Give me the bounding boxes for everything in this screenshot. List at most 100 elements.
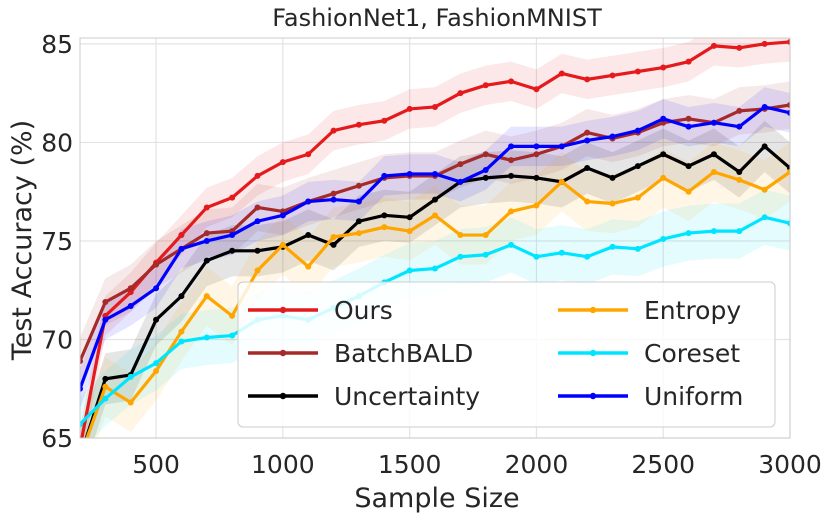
legend-item-entropy: Entropy xyxy=(558,296,741,325)
point-uniform xyxy=(508,143,515,150)
point-ours xyxy=(279,159,286,166)
point-entropy xyxy=(381,224,388,231)
point-uniform xyxy=(787,109,790,116)
point-batchbald xyxy=(127,285,134,292)
point-uncertainty xyxy=(203,257,210,264)
point-ours xyxy=(558,70,565,77)
point-ours xyxy=(482,82,489,89)
series-ours xyxy=(77,38,790,451)
point-coreset xyxy=(533,253,540,260)
plot-area xyxy=(77,37,791,461)
point-uncertainty xyxy=(102,375,109,382)
legend-marker-batchbald xyxy=(279,349,287,357)
point-uncertainty xyxy=(508,172,515,179)
point-coreset xyxy=(584,253,591,260)
legend-marker-uncertainty xyxy=(279,392,287,400)
point-uniform xyxy=(761,103,768,110)
y-tick-label: 85 xyxy=(41,30,73,59)
point-uniform xyxy=(381,172,388,179)
point-batchbald xyxy=(508,157,515,164)
point-entropy xyxy=(787,168,790,175)
point-entropy xyxy=(533,202,540,209)
legend-marker-uniform xyxy=(589,392,597,400)
point-entropy xyxy=(685,188,692,195)
point-uniform xyxy=(482,167,489,174)
point-ours xyxy=(710,42,717,49)
point-coreset xyxy=(634,245,641,252)
point-uniform xyxy=(178,245,185,252)
point-batchbald xyxy=(736,107,743,114)
point-uniform xyxy=(229,232,236,239)
legend-item-uncertainty: Uncertainty xyxy=(248,382,480,411)
point-batchbald xyxy=(153,261,160,268)
band-entropy xyxy=(80,142,790,438)
point-uncertainty xyxy=(153,316,160,323)
point-entropy xyxy=(229,312,236,319)
point-coreset xyxy=(102,395,109,402)
series-uniform xyxy=(80,103,790,392)
x-tick-label: 3000 xyxy=(758,450,822,479)
point-uncertainty xyxy=(178,293,185,300)
legend-item-ours: Ours xyxy=(248,296,393,325)
point-entropy xyxy=(77,455,83,461)
point-uncertainty xyxy=(229,247,236,254)
point-entropy xyxy=(558,178,565,185)
point-entropy xyxy=(761,186,768,193)
series-entropy xyxy=(77,168,790,461)
legend-label-entropy: Entropy xyxy=(644,296,741,325)
point-coreset xyxy=(203,334,210,341)
x-tick-label: 500 xyxy=(132,450,180,479)
plot-frame xyxy=(79,37,791,439)
band-ours xyxy=(80,38,790,438)
point-coreset xyxy=(787,220,790,227)
point-uniform xyxy=(558,143,565,150)
point-ours xyxy=(533,86,540,93)
band-batchbald xyxy=(80,81,790,385)
point-uniform xyxy=(584,137,591,144)
point-ours xyxy=(178,232,185,239)
legend-label-uniform: Uniform xyxy=(644,382,743,411)
y-axis-ticks: 65 70 75 80 85 xyxy=(41,30,73,453)
point-ours xyxy=(432,103,438,110)
point-ours xyxy=(305,151,312,158)
point-batchbald xyxy=(254,204,261,211)
point-uncertainty xyxy=(305,232,312,239)
point-entropy xyxy=(634,194,641,201)
point-uncertainty xyxy=(685,163,692,170)
point-batchbald xyxy=(482,151,489,158)
point-ours xyxy=(254,172,261,179)
point-uniform xyxy=(634,127,641,134)
point-batchbald xyxy=(203,230,210,237)
point-entropy xyxy=(178,328,185,335)
point-coreset xyxy=(80,421,83,428)
point-uncertainty xyxy=(381,212,388,219)
point-uniform xyxy=(127,302,134,309)
point-entropy xyxy=(355,230,362,237)
point-entropy xyxy=(736,176,743,183)
point-entropy xyxy=(584,198,591,205)
point-uniform xyxy=(254,218,261,225)
point-uncertainty xyxy=(254,247,261,254)
point-uniform xyxy=(305,198,312,205)
point-coreset xyxy=(432,265,438,272)
legend-marker-coreset xyxy=(589,349,597,357)
band-coreset xyxy=(80,189,790,438)
point-ours xyxy=(508,78,515,85)
legend-label-batchbald: BatchBALD xyxy=(334,339,473,368)
x-tick-label: 2000 xyxy=(505,450,569,479)
point-uncertainty xyxy=(761,143,768,150)
y-tick-label: 75 xyxy=(41,227,73,256)
series-lines xyxy=(77,38,790,461)
point-ours xyxy=(77,445,83,451)
point-entropy xyxy=(330,234,337,241)
point-entropy xyxy=(432,212,438,219)
point-uniform xyxy=(80,385,83,392)
y-axis-label: Test Accuracy (%) xyxy=(7,120,38,361)
point-entropy xyxy=(710,168,717,175)
legend-label-uncertainty: Uncertainty xyxy=(334,382,480,411)
point-ours xyxy=(685,58,692,65)
y-tick-label: 80 xyxy=(41,128,73,157)
point-ours xyxy=(457,90,464,97)
point-ours xyxy=(634,68,641,75)
